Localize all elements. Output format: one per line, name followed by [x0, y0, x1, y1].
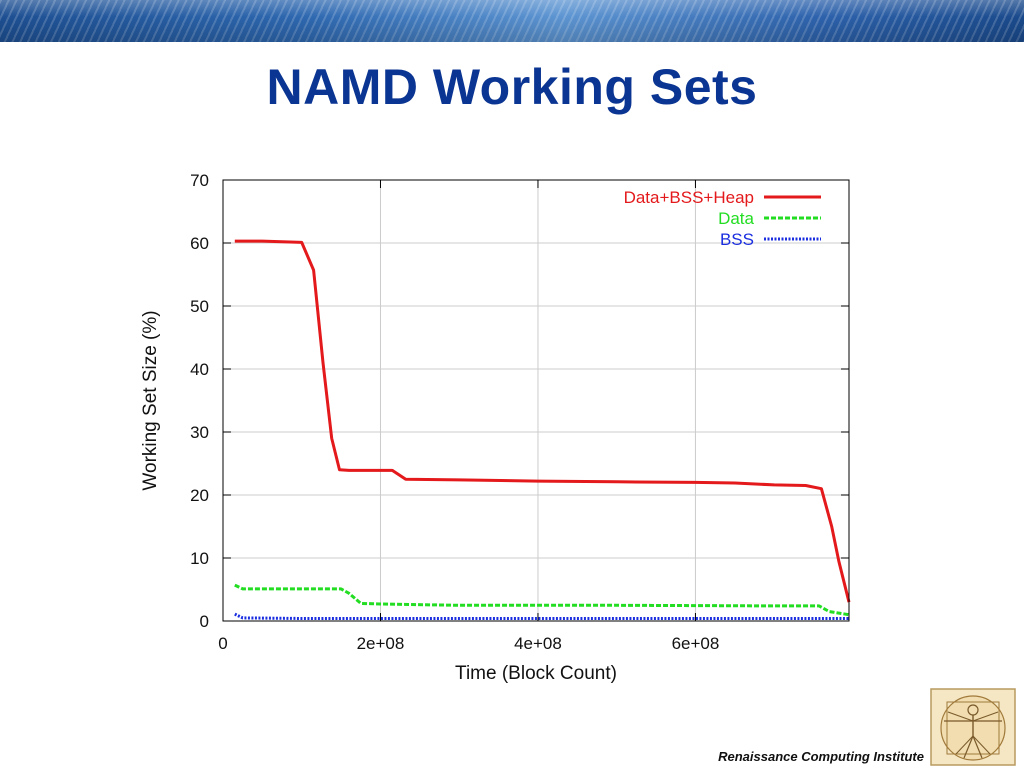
x-tick-label: 4e+08 [514, 634, 562, 653]
footer-institute: Renaissance Computing Institute [718, 749, 924, 764]
series-line-1 [234, 583, 850, 617]
legend: Data+BSS+Heap Data BSS [624, 188, 821, 249]
x-axis-label: Time (Block Count) [455, 663, 617, 684]
x-tick-label: 0 [218, 634, 227, 653]
header-banner [0, 0, 1024, 42]
legend-label-2: BSS [720, 230, 754, 249]
slide-title: NAMD Working Sets [266, 59, 758, 115]
y-tick-label: 10 [190, 549, 209, 568]
series-lines [234, 239, 851, 620]
series-line-0 [234, 239, 851, 603]
x-tick-label: 6e+08 [672, 634, 720, 653]
y-tick-label: 40 [190, 360, 209, 379]
vitruvian-man-logo [930, 688, 1016, 766]
y-tick-label: 30 [190, 423, 209, 442]
plot-frame [222, 179, 850, 622]
y-axis-label: Working Set Size (%) [140, 310, 161, 490]
grid-lines [223, 180, 849, 621]
y-tick-label: 60 [190, 234, 209, 253]
legend-label-1: Data [718, 209, 754, 228]
working-set-chart: 0 10 20 30 40 50 60 70 0 2e+08 4e+08 6e+08 Data+BSS… [140, 171, 851, 684]
y-tick-label: 70 [190, 171, 209, 190]
y-tick-label: 0 [200, 612, 209, 631]
y-tick-label: 20 [190, 486, 209, 505]
axis-ticks: 0 10 20 30 40 50 60 70 0 2e+08 4e+08 6e+08 [190, 171, 849, 653]
series-line-2 [234, 612, 849, 620]
legend-label-0: Data+BSS+Heap [624, 188, 754, 207]
header-banner-shine [0, 0, 1024, 42]
x-tick-label: 2e+08 [357, 634, 405, 653]
y-tick-label: 50 [190, 297, 209, 316]
